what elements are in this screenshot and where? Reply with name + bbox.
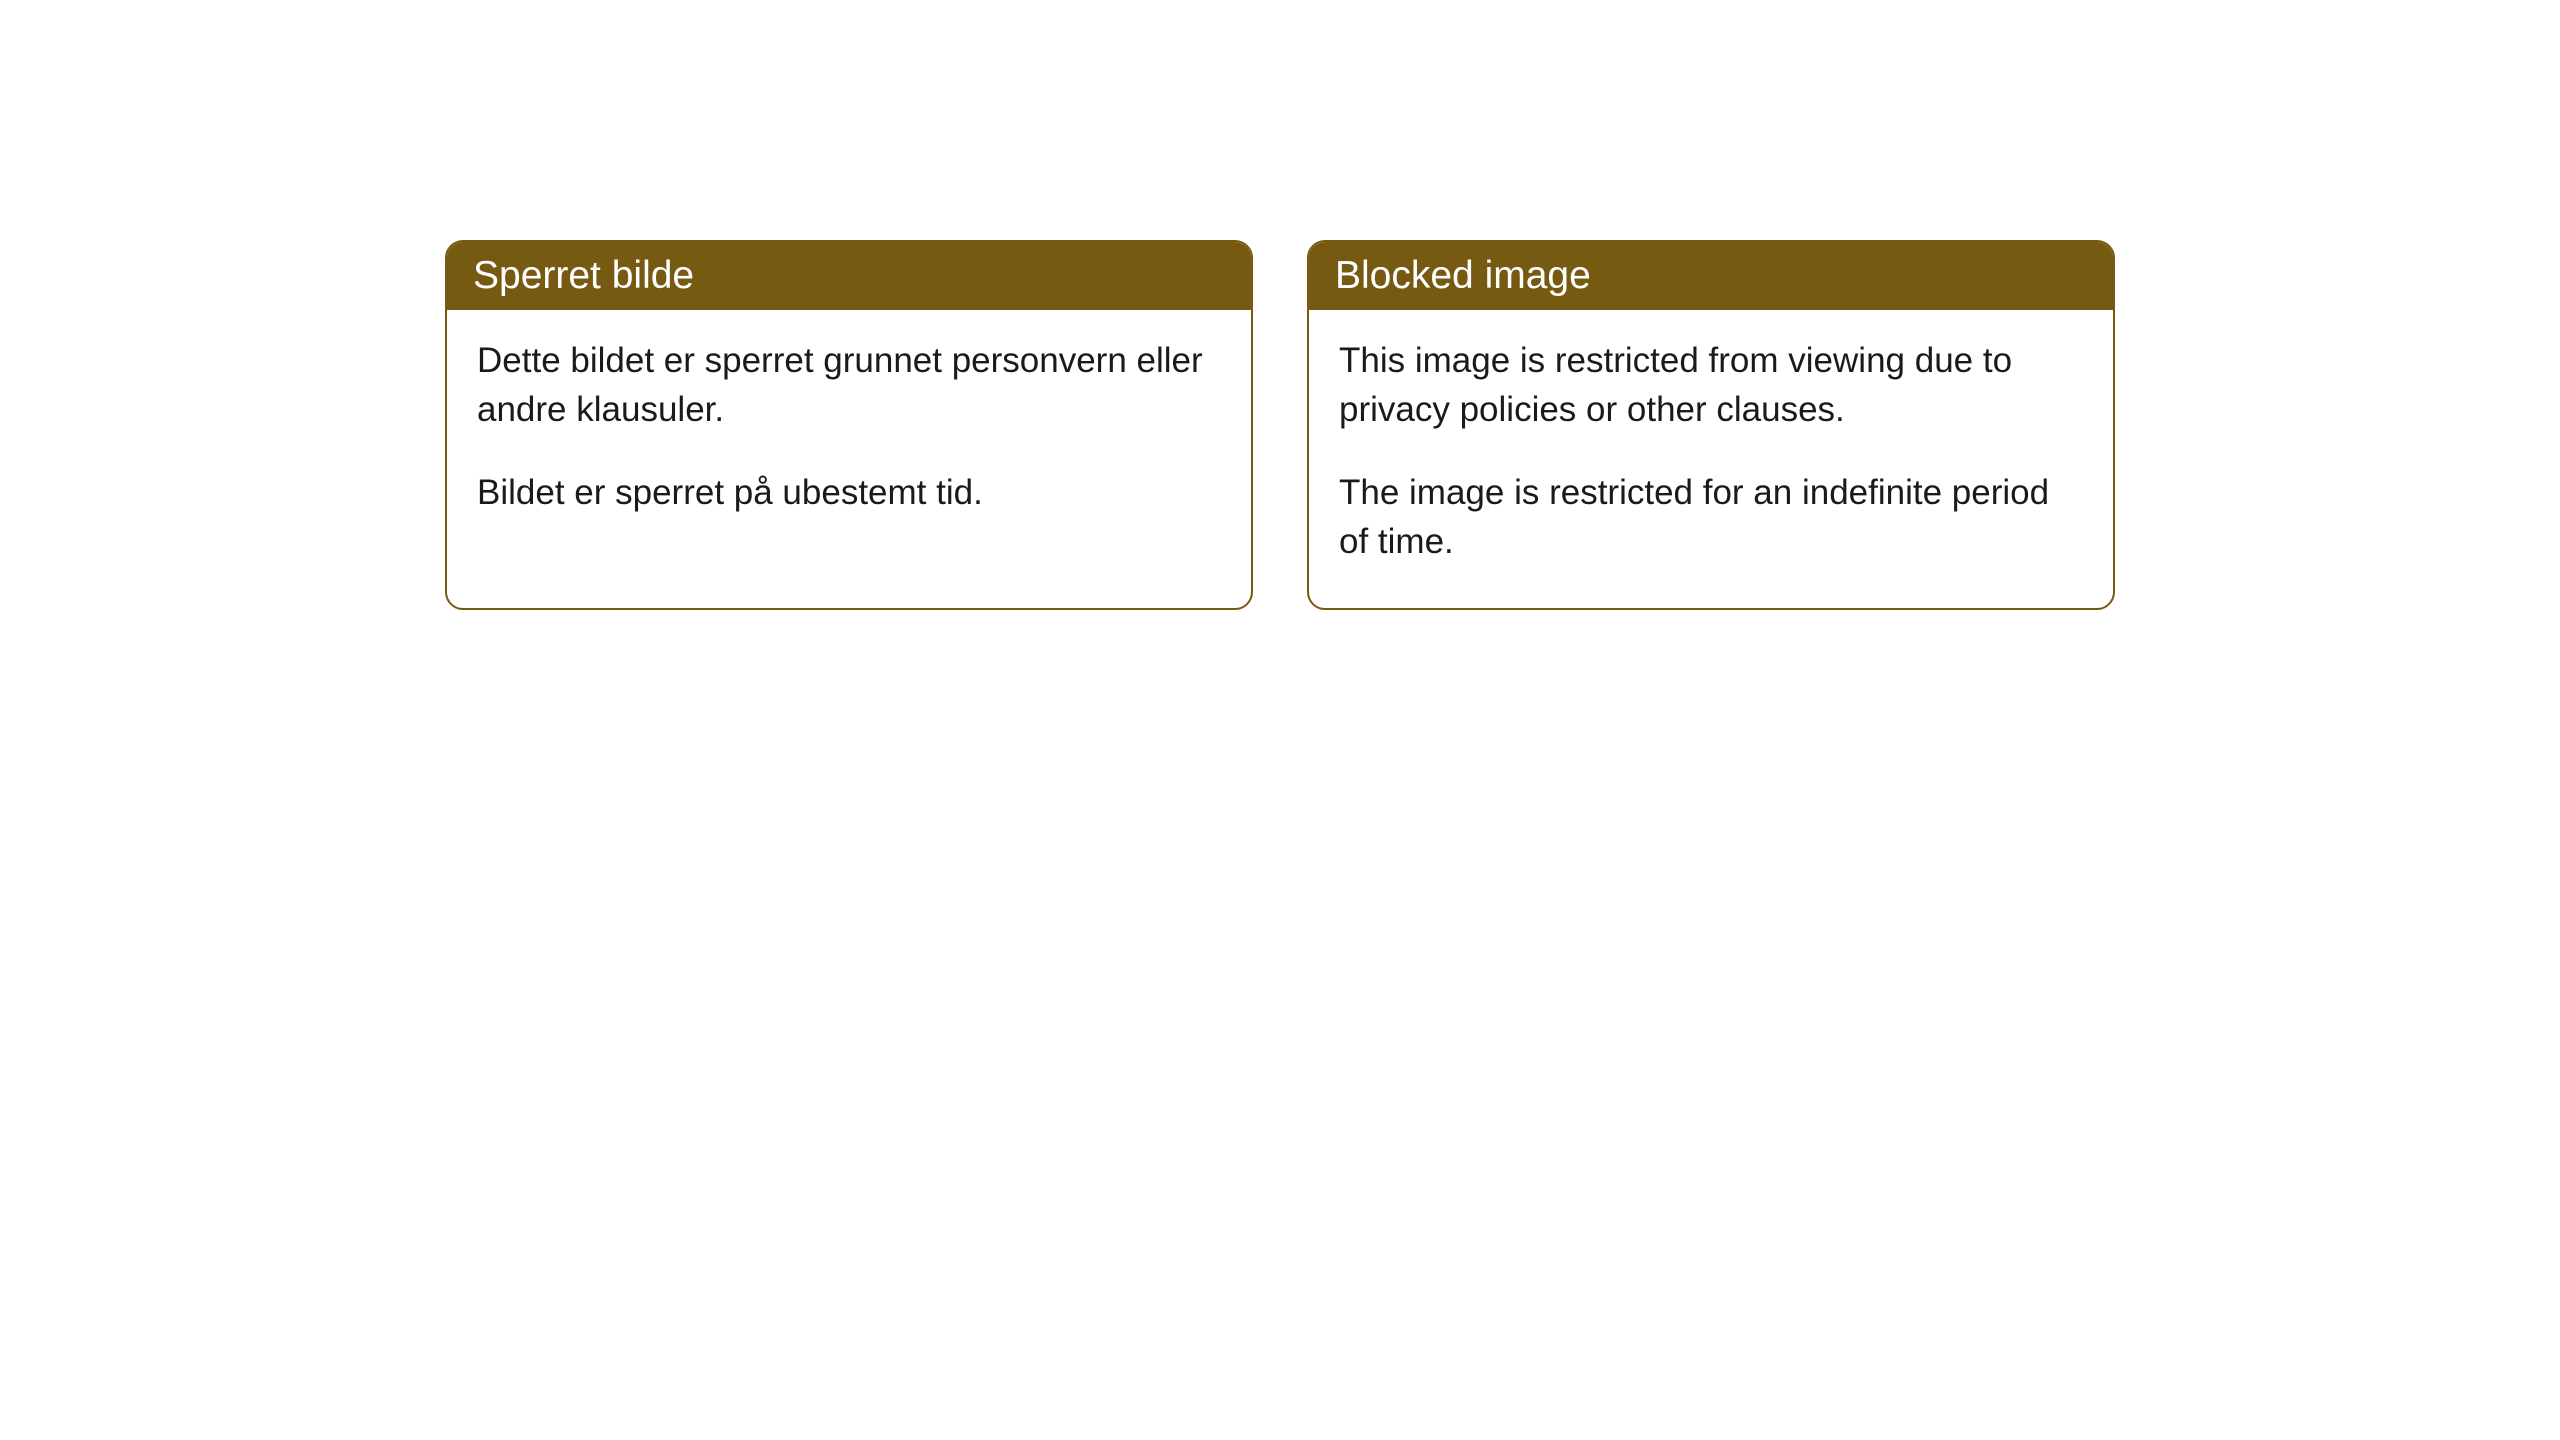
notice-cards-container: Sperret bilde Dette bildet er sperret gr… — [0, 240, 2560, 610]
notice-paragraph-2: Bildet er sperret på ubestemt tid. — [477, 468, 1221, 517]
card-header-english: Blocked image — [1309, 242, 2113, 310]
notice-paragraph-1: Dette bildet er sperret grunnet personve… — [477, 336, 1221, 434]
card-title: Sperret bilde — [473, 254, 694, 297]
blocked-image-card-english: Blocked image This image is restricted f… — [1307, 240, 2115, 610]
card-header-norwegian: Sperret bilde — [447, 242, 1251, 310]
notice-paragraph-2: The image is restricted for an indefinit… — [1339, 468, 2083, 566]
card-body-norwegian: Dette bildet er sperret grunnet personve… — [447, 310, 1251, 559]
notice-paragraph-1: This image is restricted from viewing du… — [1339, 336, 2083, 434]
card-body-english: This image is restricted from viewing du… — [1309, 310, 2113, 608]
card-title: Blocked image — [1335, 254, 1591, 297]
blocked-image-card-norwegian: Sperret bilde Dette bildet er sperret gr… — [445, 240, 1253, 610]
